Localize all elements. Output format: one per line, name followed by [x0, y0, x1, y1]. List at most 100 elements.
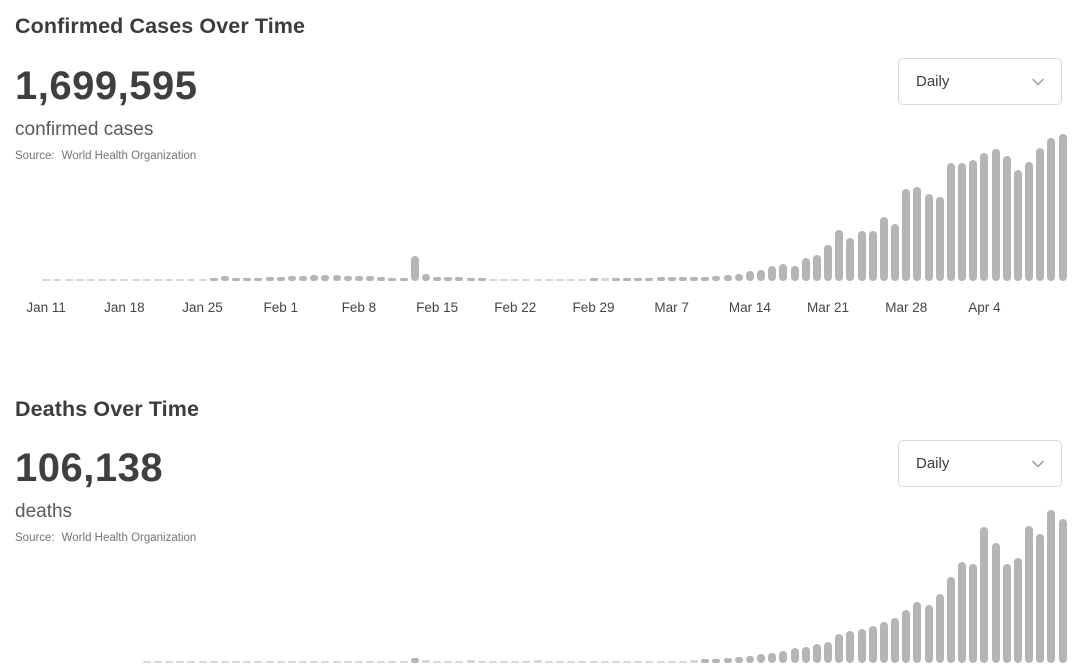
chart-bar[interactable]: [98, 279, 107, 281]
chart-bar[interactable]: [656, 277, 665, 281]
chart-bar[interactable]: [254, 661, 263, 663]
chart-bar[interactable]: [176, 279, 185, 281]
chart-bar[interactable]: [444, 660, 453, 663]
chart-bar[interactable]: [857, 629, 866, 663]
chart-bar[interactable]: [980, 152, 989, 281]
chart-bar[interactable]: [555, 661, 564, 663]
chart-bar[interactable]: [857, 231, 866, 281]
chart-bar[interactable]: [433, 660, 442, 663]
chart-bar[interactable]: [623, 277, 631, 281]
chart-bar[interactable]: [757, 654, 766, 663]
chart-bar[interactable]: [712, 658, 721, 663]
chart-bar[interactable]: [466, 277, 475, 281]
chart-bar[interactable]: [902, 610, 911, 663]
chart-bar[interactable]: [690, 277, 699, 281]
chart-bar[interactable]: [712, 276, 721, 281]
chart-bar[interactable]: [656, 661, 665, 663]
chart-bar[interactable]: [187, 279, 196, 281]
chart-bar[interactable]: [75, 279, 84, 281]
chart-bar[interactable]: [645, 661, 654, 663]
chart-bar[interactable]: [868, 231, 877, 281]
chart-bar[interactable]: [332, 274, 341, 281]
chart-bar[interactable]: [165, 661, 174, 663]
chart-bar[interactable]: [433, 276, 442, 281]
chart-bar[interactable]: [388, 660, 397, 663]
chart-bar[interactable]: [1058, 134, 1067, 281]
chart-bar[interactable]: [835, 633, 844, 663]
chart-bar[interactable]: [220, 661, 229, 663]
chart-bar[interactable]: [578, 278, 587, 281]
chart-bar[interactable]: [265, 276, 274, 281]
chart-bar[interactable]: [812, 255, 821, 281]
chart-bar[interactable]: [958, 561, 967, 663]
chart-bar[interactable]: [846, 631, 855, 663]
chart-bar[interactable]: [64, 279, 73, 281]
chart-bar[interactable]: [745, 271, 754, 281]
chart-bar[interactable]: [589, 278, 598, 281]
chart-bar[interactable]: [734, 656, 743, 663]
deaths-interval-dropdown[interactable]: Daily: [898, 440, 1062, 487]
chart-bar[interactable]: [276, 276, 285, 281]
chart-bar[interactable]: [321, 661, 330, 663]
chart-bar[interactable]: [232, 278, 241, 281]
chart-bar[interactable]: [86, 279, 95, 281]
chart-bar[interactable]: [131, 279, 140, 281]
chart-bar[interactable]: [846, 237, 855, 281]
chart-bar[interactable]: [790, 647, 799, 663]
chart-bar[interactable]: [366, 276, 375, 281]
chart-bar[interactable]: [142, 661, 151, 663]
chart-bar[interactable]: [1058, 518, 1067, 663]
chart-bar[interactable]: [678, 277, 687, 281]
chart-bar[interactable]: [1002, 156, 1011, 281]
chart-bar[interactable]: [935, 196, 944, 281]
confirmed-cases-chart[interactable]: [15, 131, 1070, 281]
cases-interval-dropdown[interactable]: Daily: [898, 58, 1062, 105]
chart-bar[interactable]: [455, 661, 464, 663]
chart-bar[interactable]: [824, 642, 833, 663]
chart-bar[interactable]: [299, 661, 308, 663]
chart-bar[interactable]: [343, 661, 352, 663]
chart-bar[interactable]: [421, 274, 430, 281]
chart-bar[interactable]: [1047, 509, 1056, 663]
chart-bar[interactable]: [377, 276, 386, 281]
chart-bar[interactable]: [477, 277, 486, 281]
deaths-chart[interactable]: [15, 506, 1070, 663]
chart-bar[interactable]: [388, 277, 397, 281]
chart-bar[interactable]: [321, 274, 330, 281]
chart-bar[interactable]: [879, 621, 888, 663]
chart-bar[interactable]: [310, 274, 319, 281]
chart-bar[interactable]: [701, 659, 710, 663]
chart-bar[interactable]: [176, 661, 185, 663]
chart-bar[interactable]: [634, 661, 643, 663]
chart-bar[interactable]: [790, 266, 799, 281]
chart-bar[interactable]: [533, 660, 542, 663]
chart-bar[interactable]: [332, 661, 341, 663]
chart-bar[interactable]: [153, 661, 162, 663]
chart-bar[interactable]: [946, 162, 955, 281]
chart-bar[interactable]: [678, 661, 687, 663]
chart-bar[interactable]: [522, 661, 531, 663]
chart-bar[interactable]: [511, 278, 520, 281]
chart-bar[interactable]: [768, 266, 777, 281]
chart-bar[interactable]: [488, 660, 497, 663]
chart-bar[interactable]: [578, 661, 587, 663]
chart-bar[interactable]: [287, 661, 296, 663]
chart-bar[interactable]: [902, 189, 911, 281]
chart-bar[interactable]: [198, 279, 207, 281]
chart-bar[interactable]: [377, 661, 386, 663]
chart-bar[interactable]: [913, 186, 922, 281]
chart-bar[interactable]: [209, 661, 218, 663]
chart-bar[interactable]: [354, 276, 363, 281]
chart-bar[interactable]: [779, 264, 788, 281]
chart-bar[interactable]: [276, 661, 285, 663]
chart-bar[interactable]: [623, 661, 631, 663]
chart-bar[interactable]: [757, 270, 766, 281]
chart-bar[interactable]: [879, 216, 888, 281]
chart-bar[interactable]: [109, 279, 118, 281]
chart-bar[interactable]: [310, 661, 319, 663]
chart-bar[interactable]: [567, 661, 576, 663]
chart-bar[interactable]: [801, 258, 810, 281]
chart-bar[interactable]: [42, 279, 51, 281]
chart-bar[interactable]: [500, 279, 509, 281]
chart-bar[interactable]: [243, 277, 252, 281]
